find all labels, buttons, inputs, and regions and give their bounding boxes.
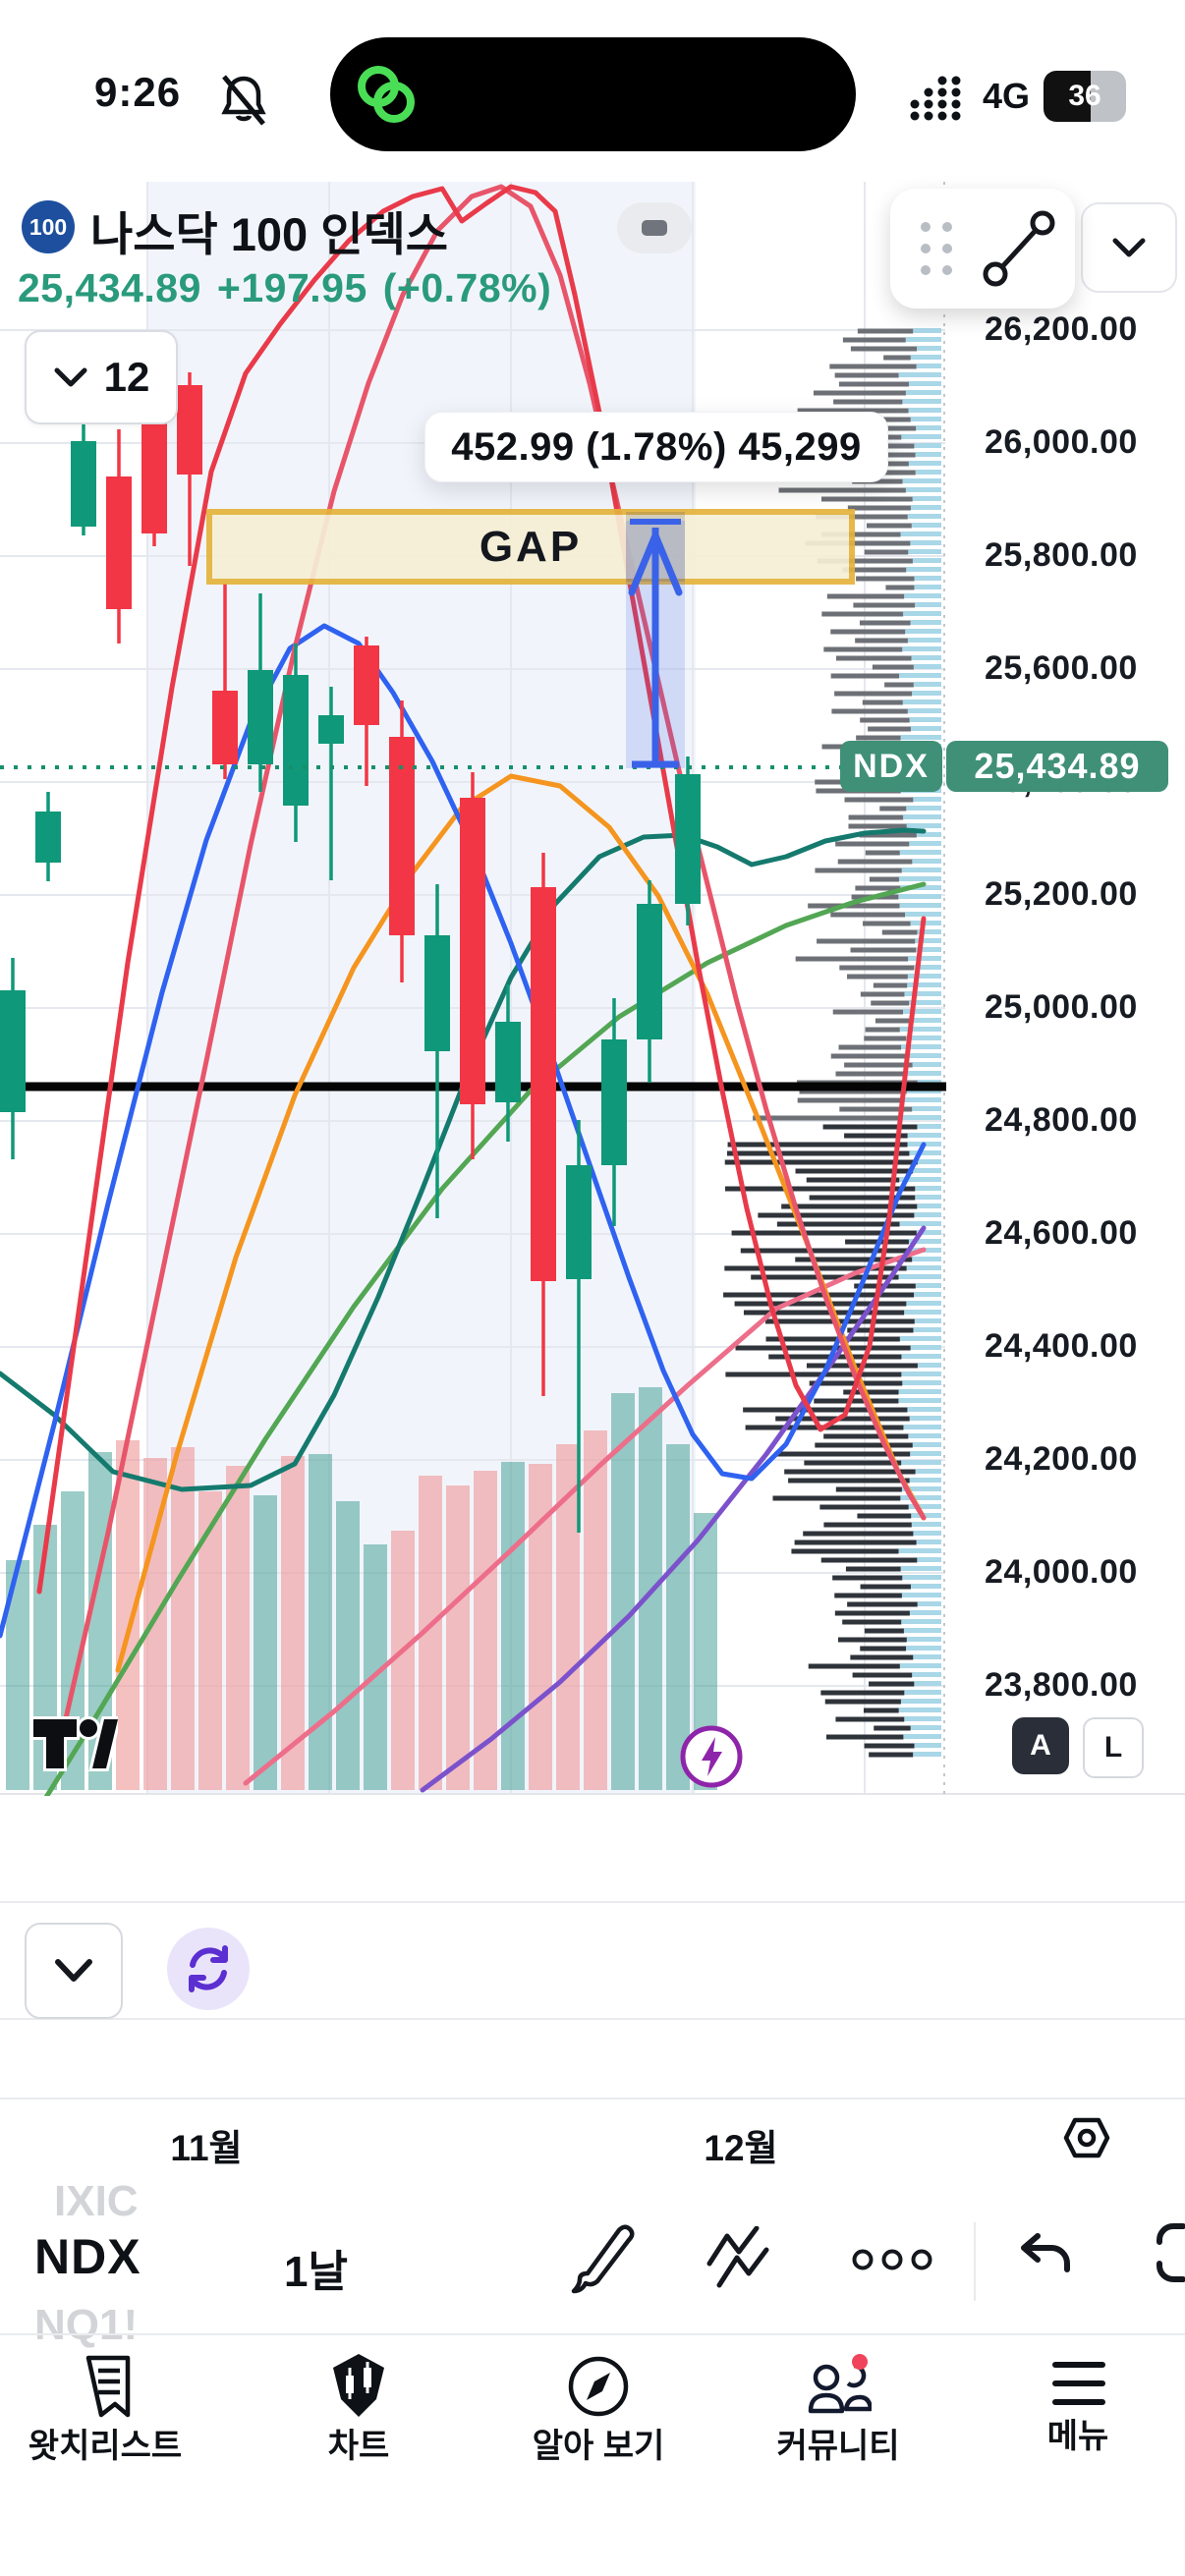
refresh-icon	[189, 1945, 228, 1992]
price-change-pct: (+0.78%)	[382, 265, 552, 310]
gap-annotation-label[interactable]: GAP	[479, 522, 583, 571]
undo-icon[interactable]	[1016, 2232, 1073, 2283]
toolbar-symbol-button[interactable]: NDX	[34, 2229, 141, 2284]
fullscreen-partial-icon[interactable]	[1154, 2220, 1185, 2285]
chart-tab-icon	[333, 2354, 384, 2417]
draw-tool-icon[interactable]	[568, 2222, 639, 2297]
tradingview-logo	[30, 1716, 118, 1771]
timeline-month-december[interactable]: 12월	[704, 2128, 778, 2168]
price-axis-label: 25,200.00	[985, 875, 1138, 913]
toolbar-interval-button[interactable]: 1날	[284, 2248, 348, 2296]
toolbar-expand-button[interactable]	[1081, 202, 1177, 293]
indicators-icon[interactable]	[705, 2226, 774, 2291]
drawing-toolbar[interactable]	[890, 189, 1075, 308]
price-change: +197.95	[216, 265, 367, 310]
chevron-down-icon	[1112, 238, 1146, 257]
community-icon	[808, 2354, 872, 2414]
nav-label: 왓치리스트	[28, 2428, 183, 2465]
last-price: 25,434.89	[18, 265, 201, 310]
nav-label: 차트	[327, 2428, 390, 2465]
signal-strength-icon	[910, 76, 961, 121]
price-axis-label: 24,200.00	[985, 1440, 1138, 1478]
auto-scale-button[interactable]: A	[1012, 1717, 1069, 1774]
flash-boost-icon[interactable]	[678, 1723, 745, 1790]
price-axis-label: 25,000.00	[985, 988, 1138, 1026]
status-time: 9:26	[94, 69, 182, 115]
price-axis-label: 24,000.00	[985, 1553, 1138, 1591]
hotspot-link-icon	[358, 66, 415, 123]
network-type: 4G	[982, 76, 1030, 116]
nav-item-explore[interactable]: 알아 보기	[490, 2354, 706, 2467]
compass-icon	[568, 2356, 629, 2417]
dynamic-island	[330, 37, 856, 151]
expand-panel-button[interactable]	[25, 1923, 123, 2019]
price-axis-label: 23,800.00	[985, 1666, 1138, 1704]
chevron-down-icon	[54, 367, 87, 387]
chevron-down-icon	[55, 1959, 92, 1982]
price-axis-label: 24,400.00	[985, 1327, 1138, 1365]
nav-item-watchlist[interactable]: 왓치리스트	[0, 2354, 213, 2467]
timeframe-button[interactable]: 12	[25, 330, 178, 424]
nav-item-community[interactable]: 커뮤니티	[730, 2354, 946, 2467]
price-axis-label: 26,000.00	[985, 423, 1138, 461]
battery-indicator: 36	[1044, 71, 1126, 122]
menu-icon	[1052, 2362, 1105, 2405]
price-axis-label: 25,800.00	[985, 536, 1138, 574]
more-options-icon[interactable]	[851, 2246, 933, 2273]
price-axis-label: 25,600.00	[985, 649, 1138, 687]
measure-tooltip: 452.99 (1.78%) 45,299	[424, 412, 888, 482]
drag-handle-icon[interactable]	[916, 214, 957, 283]
toolbar-divider	[974, 2222, 976, 2301]
nav-item-chart[interactable]: 차트	[251, 2354, 467, 2467]
nav-label: 커뮤니티	[776, 2428, 900, 2465]
watchlist-ticker-faded: IXIC	[54, 2177, 139, 2225]
timeline-settings-icon[interactable]	[1061, 2112, 1112, 2163]
minus-icon	[642, 220, 667, 236]
refresh-button[interactable]	[167, 1928, 250, 2010]
price-axis-label: 24,600.00	[985, 1214, 1138, 1252]
collapse-button[interactable]	[617, 202, 692, 253]
last-price-tag: 25,434.89	[946, 741, 1168, 792]
price-axis-label: 26,200.00	[985, 310, 1138, 348]
nav-label: 알아 보기	[532, 2428, 665, 2465]
watchlist-icon	[85, 2355, 131, 2418]
price-axis-label: 24,800.00	[985, 1101, 1138, 1139]
symbol-price-tag: NDX	[840, 741, 942, 792]
watchlist-ticker-faded-2: NQ1!	[34, 2301, 139, 2349]
log-scale-button[interactable]: L	[1083, 1717, 1144, 1778]
timeline-month-november[interactable]: 11월	[170, 2128, 243, 2168]
notifications-muted-icon	[221, 75, 266, 126]
nav-label: 메뉴	[1046, 2418, 1109, 2455]
chart-title: 나스닥 100 인덱스	[90, 208, 448, 260]
trend-line-tool-icon[interactable]	[975, 204, 1063, 293]
nav-item-menu[interactable]: 메뉴	[970, 2354, 1185, 2457]
price-row: 25,434.89 +197.95 (+0.78%)	[18, 265, 551, 311]
symbol-badge: 100	[22, 200, 75, 253]
